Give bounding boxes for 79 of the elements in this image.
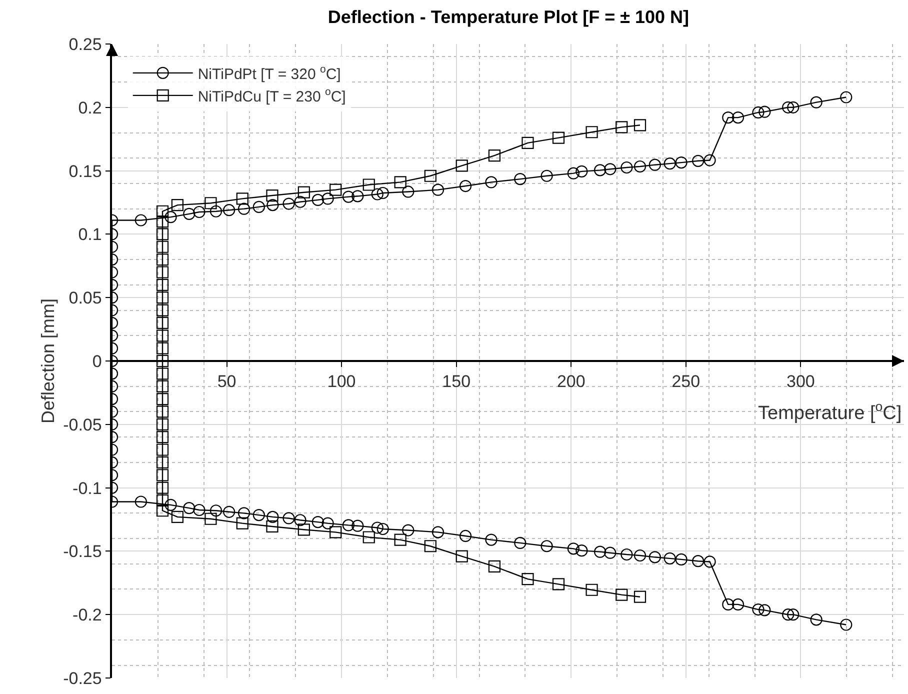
point bbox=[156, 228, 169, 240]
point bbox=[156, 469, 169, 482]
point bbox=[204, 512, 217, 525]
y-tick-label: 0.05 bbox=[68, 288, 102, 308]
x-tick-label: 200 bbox=[556, 372, 586, 392]
y-tick-label: -0.2 bbox=[72, 606, 102, 625]
point bbox=[156, 494, 169, 507]
point bbox=[156, 215, 169, 228]
point bbox=[236, 192, 248, 205]
point bbox=[156, 266, 169, 278]
point bbox=[552, 578, 565, 590]
x-tick-label: 50 bbox=[217, 372, 236, 392]
point bbox=[156, 368, 169, 380]
y-tick-label: 0.15 bbox=[68, 162, 102, 181]
point bbox=[552, 132, 565, 144]
y-axis-title: Deflection [mm] bbox=[38, 298, 58, 424]
point bbox=[156, 304, 169, 316]
point bbox=[586, 126, 598, 138]
y-tick-label: 0.1 bbox=[78, 225, 102, 244]
legend-label: NiTiPdCu [T = 230 $^{o}$C] bbox=[198, 86, 346, 106]
x-axis-title: Temperature [$^{o}$C] bbox=[758, 399, 902, 424]
point bbox=[156, 240, 169, 253]
point bbox=[236, 517, 248, 530]
point bbox=[456, 160, 468, 172]
point bbox=[156, 456, 169, 468]
point bbox=[522, 573, 534, 586]
chart-title: Deflection - Temperature Plot [F = ± 100 N] bbox=[328, 7, 690, 28]
x-tick-label: 100 bbox=[327, 372, 356, 392]
point bbox=[156, 316, 169, 330]
point bbox=[616, 121, 628, 134]
y-tick-label: -0.15 bbox=[63, 542, 102, 562]
point bbox=[488, 150, 501, 162]
point bbox=[156, 406, 169, 418]
y-tick-label: -0.25 bbox=[63, 668, 102, 688]
point bbox=[156, 392, 169, 406]
point bbox=[330, 526, 342, 538]
y-tick-label: -0.1 bbox=[72, 478, 102, 498]
point bbox=[156, 205, 169, 218]
point bbox=[156, 482, 169, 494]
point bbox=[156, 342, 169, 354]
point bbox=[156, 444, 169, 456]
x-tick-label: 250 bbox=[672, 372, 700, 392]
point bbox=[522, 136, 534, 149]
point bbox=[266, 189, 278, 202]
y-tick-label: 0.2 bbox=[78, 98, 102, 118]
point bbox=[171, 510, 184, 524]
point bbox=[156, 330, 169, 342]
point bbox=[634, 119, 646, 132]
x-tick-label: 300 bbox=[786, 372, 815, 392]
point bbox=[488, 560, 501, 572]
point bbox=[586, 584, 598, 596]
y-tick-label: -0.05 bbox=[63, 415, 102, 434]
point bbox=[424, 540, 436, 552]
legend-label: NiTiPdPt [T = 320 $^{o}$C] bbox=[198, 63, 341, 83]
point bbox=[456, 550, 468, 562]
point bbox=[634, 590, 646, 603]
point bbox=[362, 531, 375, 544]
point bbox=[156, 418, 169, 430]
point bbox=[394, 176, 406, 188]
y-tick-label: 0 bbox=[92, 352, 102, 371]
point bbox=[616, 588, 628, 601]
point bbox=[266, 520, 278, 533]
point bbox=[156, 431, 169, 444]
point bbox=[156, 292, 169, 304]
point bbox=[424, 170, 436, 182]
point bbox=[156, 504, 169, 517]
point bbox=[298, 186, 310, 198]
point bbox=[330, 184, 342, 196]
point bbox=[362, 178, 375, 191]
point bbox=[156, 380, 169, 392]
point bbox=[156, 254, 169, 266]
point bbox=[298, 524, 310, 536]
y-tick-label: 0.25 bbox=[68, 34, 102, 54]
point bbox=[394, 534, 406, 546]
point bbox=[204, 197, 217, 210]
point bbox=[171, 198, 184, 212]
x-tick-label: 150 bbox=[442, 372, 471, 392]
point bbox=[156, 354, 169, 368]
point bbox=[156, 278, 169, 291]
